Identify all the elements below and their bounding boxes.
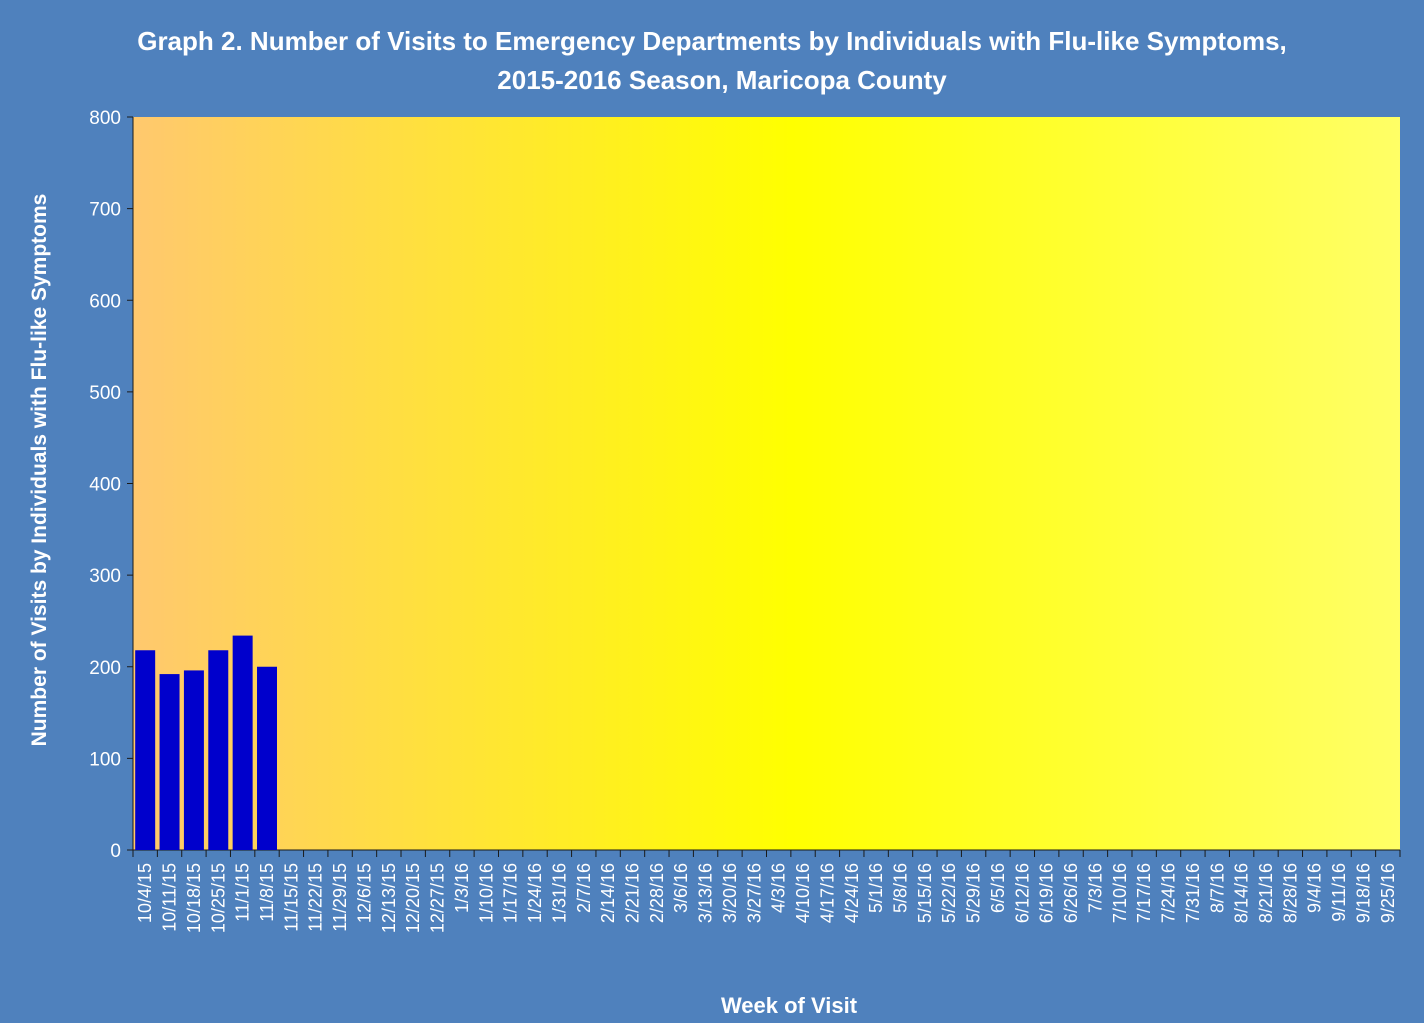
x-tick-label: 5/29/16 (964, 863, 984, 923)
bar (183, 670, 204, 850)
y-tick-label: 600 (89, 291, 121, 312)
x-tick-label: 3/20/16 (720, 863, 740, 923)
x-tick-label: 11/8/15 (257, 863, 277, 922)
x-tick-label: 8/21/16 (1256, 863, 1276, 923)
x-tick-label: 2/7/16 (574, 863, 594, 913)
y-tick-label: 500 (89, 383, 121, 404)
x-tick-label: 9/4/16 (1305, 863, 1325, 913)
x-tick-label: 1/10/16 (476, 863, 496, 923)
bar (232, 635, 253, 850)
x-tick-label: 1/3/16 (452, 863, 472, 913)
x-tick-label: 2/28/16 (647, 863, 667, 923)
x-tick-label: 3/6/16 (671, 863, 691, 913)
y-tick-label: 200 (89, 658, 121, 679)
bar (159, 674, 180, 850)
x-tick-label: 7/3/16 (1085, 863, 1105, 913)
bar (135, 650, 156, 850)
x-tick-label: 6/5/16 (988, 863, 1008, 913)
plot-area (133, 117, 1400, 850)
y-tick-label: 300 (89, 566, 121, 587)
x-tick-label: 12/6/15 (354, 863, 374, 923)
x-tick-label: 12/13/15 (379, 863, 399, 933)
x-tick-label: 8/28/16 (1280, 863, 1300, 923)
x-tick-label: 2/14/16 (598, 863, 618, 923)
x-tick-label: 5/1/16 (866, 863, 886, 913)
bar (257, 666, 277, 850)
x-tick-label: 1/24/16 (525, 863, 545, 923)
x-tick-label: 4/24/16 (842, 863, 862, 923)
x-tick-label: 7/10/16 (1110, 863, 1130, 923)
x-tick-label: 9/25/16 (1378, 863, 1398, 923)
x-tick-label: 7/24/16 (1159, 863, 1179, 923)
y-axis: 0 100 200 300 400 500 600 700 800 (89, 108, 134, 862)
x-tick-label: 10/18/15 (184, 863, 204, 933)
x-tick-label: 1/31/16 (549, 863, 569, 923)
x-tick-label: 1/17/16 (501, 863, 521, 923)
x-tick-label: 10/4/15 (135, 863, 155, 923)
y-axis-label: Number of Visits by Individuals with Flu… (28, 194, 51, 747)
x-tick-label: 10/11/15 (160, 863, 180, 932)
x-tick-label: 2/21/16 (622, 863, 642, 923)
bar-series (135, 635, 277, 850)
x-tick-label: 11/1/15 (233, 863, 253, 922)
y-tick-label: 700 (89, 200, 121, 221)
x-tick-label: 10/25/15 (208, 863, 228, 933)
x-tick-label: 7/31/16 (1183, 863, 1203, 923)
x-tick-label: 3/13/16 (696, 863, 716, 923)
x-tick-label: 5/22/16 (939, 863, 959, 923)
x-tick-label: 9/18/16 (1353, 863, 1373, 923)
chart-title: Graph 2. Number of Visits to Emergency D… (137, 26, 1287, 56)
x-tick-label: 4/10/16 (793, 863, 813, 923)
x-tick-label: 4/3/16 (769, 863, 789, 913)
y-tick-label: 0 (110, 841, 121, 862)
x-tick-label: 8/14/16 (1232, 863, 1252, 923)
x-tick-label: 6/19/16 (1037, 863, 1057, 923)
x-axis: 10/4/15 10/11/15 10/18/15 10/25/15 11/1/15 11… (132, 849, 1401, 933)
x-axis-label: Week of Visit (721, 993, 858, 1018)
x-tick-label: 6/12/16 (1012, 863, 1032, 923)
bar (208, 650, 229, 850)
x-tick-label: 4/17/16 (817, 863, 837, 923)
x-tick-label: 5/8/16 (891, 863, 911, 913)
y-tick-label: 800 (89, 108, 121, 129)
x-tick-label: 11/15/15 (281, 863, 301, 932)
x-tick-label: 8/7/16 (1207, 863, 1227, 913)
x-tick-label: 3/27/16 (744, 863, 764, 923)
x-tick-label: 11/29/15 (330, 863, 350, 932)
x-tick-label: 5/15/16 (915, 863, 935, 923)
x-tick-label: 11/22/15 (306, 863, 326, 932)
x-tick-label: 12/27/15 (428, 863, 448, 933)
x-tick-label: 12/20/15 (403, 863, 423, 933)
y-tick-label: 400 (89, 475, 121, 496)
x-tick-label: 7/17/16 (1134, 863, 1154, 923)
chart-subtitle: 2015-2016 Season, Maricopa County (497, 65, 947, 95)
y-tick-label: 100 (89, 749, 121, 770)
x-tick-label: 9/11/16 (1329, 863, 1349, 922)
x-tick-label: 6/26/16 (1061, 863, 1081, 923)
